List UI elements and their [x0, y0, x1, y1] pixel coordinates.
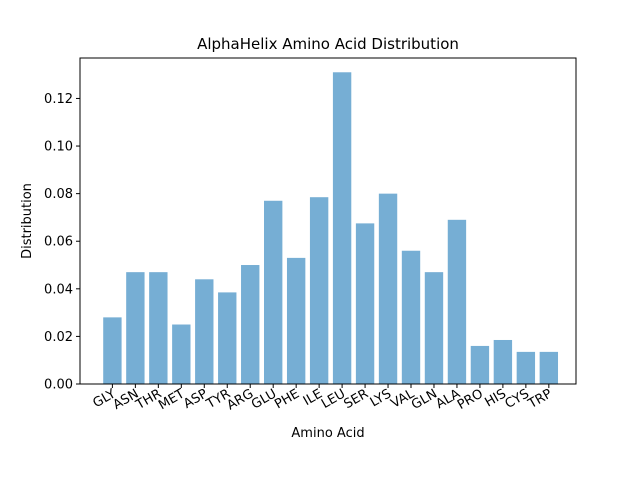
bar-leu: [332, 72, 352, 384]
bar-ser: [355, 223, 375, 384]
bar-asn: [126, 272, 145, 384]
plot-frame: [79, 57, 577, 385]
bar-trp: [539, 351, 559, 384]
bar-pro: [470, 345, 490, 384]
x-axis: GLYASNTHRMETASPTYRARGGLUPHEILELEUSERLYSV…: [91, 384, 555, 413]
y-tick-label: 0.00: [44, 378, 73, 393]
bar-tyr: [218, 292, 237, 384]
bar-met: [172, 324, 191, 384]
x-tick-label: SER: [341, 386, 371, 412]
x-tick-label: PRO: [455, 386, 486, 413]
bar-arg: [241, 265, 260, 384]
y-tick-label: 0.04: [44, 282, 73, 297]
bar-thr: [149, 272, 168, 384]
y-tick-label: 0.02: [44, 330, 73, 345]
bar-gln: [424, 272, 444, 384]
bar-val: [401, 250, 421, 384]
bar-lys: [378, 193, 398, 384]
x-tick-label: PHE: [272, 386, 302, 412]
bars-group: [103, 72, 559, 384]
bar-phe: [286, 257, 306, 384]
y-axis: 0.00 0.02 0.04 0.06 0.08 0.10 0.12: [44, 92, 80, 393]
y-tick-label: 0.08: [44, 187, 73, 202]
y-tick-label: 0.12: [44, 92, 73, 107]
y-axis-title: Distribution: [20, 183, 35, 259]
bar-ile: [309, 197, 329, 384]
bar-ala: [447, 219, 467, 384]
bar-asp: [195, 279, 214, 384]
x-axis-title: Amino Acid: [291, 426, 364, 441]
bar-glu: [264, 200, 283, 384]
bar-his: [493, 339, 513, 384]
chart-title: AlphaHelix Amino Acid Distribution: [197, 35, 459, 53]
bar-gly: [103, 317, 122, 384]
y-tick-label: 0.06: [44, 235, 73, 250]
x-tick-label: TRP: [525, 386, 555, 412]
bar-cys: [516, 351, 536, 384]
y-tick-label: 0.10: [44, 140, 73, 155]
